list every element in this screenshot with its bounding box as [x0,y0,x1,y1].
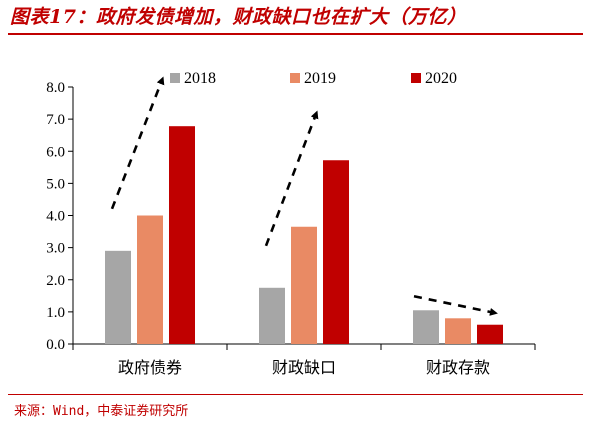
legend-label-2020: 2020 [425,70,457,87]
y-tick-label: 3.0 [46,241,65,257]
legend-label-2019: 2019 [304,70,336,87]
trend-arrow-up [264,110,319,247]
bars [105,126,503,344]
bar-chart: 0.0 1.0 2.0 3.0 4.0 5.0 6.0 7.0 8.0 政府债券 财政缺口 财政存款… [46,70,536,377]
bar-2018 [105,250,131,344]
bar-2019 [137,215,163,344]
source-divider [8,394,583,395]
bar-2019 [445,318,471,344]
y-tick-label: 1.0 [46,305,65,321]
y-tick-label: 4.0 [46,209,65,225]
bar-2020 [323,160,349,344]
bar-2020 [477,324,503,344]
bar-2018 [413,310,439,344]
legend-swatch-2018 [170,73,180,83]
y-tick-label: 8.0 [46,80,65,96]
y-tick-label: 7.0 [46,112,65,128]
y-axis: 0.0 1.0 2.0 3.0 4.0 5.0 6.0 7.0 8.0 [46,80,74,353]
bar-2020 [169,126,195,344]
x-category-label: 政府债券 [118,358,182,377]
bar-2019 [291,226,317,344]
legend-label-2018: 2018 [184,70,216,87]
legend-swatch-2020 [411,73,421,83]
x-category-label: 财政存款 [426,358,490,377]
source-note: 来源：Wind，中泰证券研究所 [14,404,189,419]
y-tick-label: 6.0 [46,144,65,160]
x-axis: 政府债券 财政缺口 财政存款 [72,343,536,377]
legend-swatch-2019 [290,73,300,83]
y-tick-label: 5.0 [46,176,65,192]
chart-title: 图表17：政府发债增加，财政缺口也在扩大（万亿） [10,6,467,28]
title-underline [8,33,583,35]
y-tick-label: 2.0 [46,273,65,289]
x-category-label: 财政缺口 [272,358,336,377]
trend-arrow-down [413,294,498,316]
bar-2018 [259,287,285,344]
y-tick-label: 0.0 [46,337,65,353]
legend: 2018 2019 2020 [170,70,457,87]
trend-arrow-up [110,76,165,210]
